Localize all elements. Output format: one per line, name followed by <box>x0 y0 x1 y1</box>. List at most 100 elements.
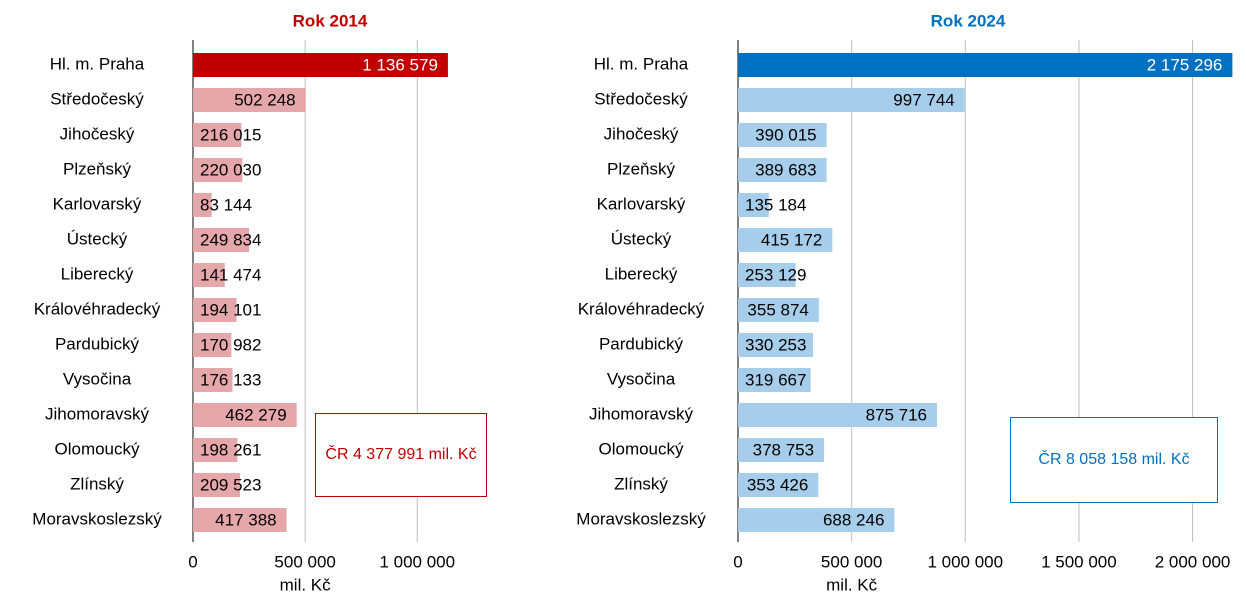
category-label: Hl. m. Praha <box>594 54 689 73</box>
bar <box>193 228 250 252</box>
value-label: 194 101 <box>200 300 261 319</box>
value-label: 319 667 <box>745 370 806 389</box>
category-label: Moravskoslezský <box>576 509 706 528</box>
value-label: 2 175 296 <box>1147 55 1223 74</box>
category-label: Plzeňský <box>607 159 676 178</box>
category-label: Jihočeský <box>60 124 135 143</box>
x-axis-label: mil. Kč <box>826 575 878 594</box>
bar <box>193 298 237 322</box>
bar <box>738 298 819 322</box>
category-label: Ústecký <box>611 229 672 248</box>
category-label: Jihomoravský <box>589 404 693 423</box>
value-label: 135 184 <box>745 195 806 214</box>
category-label: Středočeský <box>50 89 144 108</box>
value-label: 330 253 <box>745 335 806 354</box>
x-tick-label: 0 <box>188 552 197 571</box>
value-label: 253 129 <box>745 265 806 284</box>
category-label: Středočeský <box>594 89 688 108</box>
bar <box>738 193 769 217</box>
category-label: Karlovarský <box>53 194 142 213</box>
category-label: Hl. m. Praha <box>50 54 145 73</box>
chart-title: Rok 2014 <box>293 11 368 30</box>
bar <box>738 123 827 147</box>
value-label: 390 015 <box>755 125 816 144</box>
value-label: 220 030 <box>200 160 261 179</box>
bar <box>738 333 814 357</box>
value-label: 170 982 <box>200 335 261 354</box>
value-label: 417 388 <box>215 510 276 529</box>
value-label: 502 248 <box>234 90 295 109</box>
x-tick-label: 1 500 000 <box>1041 552 1117 571</box>
bar <box>193 53 448 77</box>
value-label: 198 261 <box>200 440 261 459</box>
x-tick-label: 1 000 000 <box>379 552 455 571</box>
category-label: Liberecký <box>61 264 134 283</box>
bar <box>193 438 238 462</box>
category-label: Jihočeský <box>604 124 679 143</box>
bar <box>738 88 965 112</box>
bar <box>193 508 287 532</box>
value-label: 353 426 <box>747 475 808 494</box>
category-label: Karlovarský <box>597 194 686 213</box>
value-label: 355 874 <box>747 300 808 319</box>
category-label: Olomoucký <box>598 439 684 458</box>
bar <box>738 508 895 532</box>
bar <box>738 53 1233 77</box>
x-tick-label: 1 000 000 <box>927 552 1003 571</box>
bar <box>738 438 825 462</box>
bar <box>738 403 938 427</box>
value-label: 83 144 <box>200 195 252 214</box>
bar <box>193 193 212 217</box>
annotation: ČR 8 058 158 mil. Kč <box>1010 417 1218 503</box>
bar <box>193 403 297 427</box>
category-label: Olomoucký <box>54 439 140 458</box>
category-label: Zlínský <box>614 474 668 493</box>
bar <box>738 263 796 287</box>
bar <box>193 123 242 147</box>
value-label: 176 133 <box>200 370 261 389</box>
category-label: Zlínský <box>70 474 124 493</box>
x-tick-label: 0 <box>733 552 742 571</box>
category-label: Vysočina <box>63 369 132 388</box>
bar <box>193 473 240 497</box>
bar <box>738 228 833 252</box>
annotation: ČR 4 377 991 mil. Kč <box>315 413 487 497</box>
category-label: Ústecký <box>67 229 128 248</box>
value-label: 997 744 <box>893 90 954 109</box>
value-label: 688 246 <box>823 510 884 529</box>
x-axis-label: mil. Kč <box>280 575 332 594</box>
value-label: 141 474 <box>200 265 261 284</box>
bar <box>193 368 233 392</box>
bar <box>193 333 232 357</box>
category-label: Liberecký <box>605 264 678 283</box>
category-label: Jihomoravský <box>45 404 149 423</box>
category-label: Plzeňský <box>63 159 132 178</box>
value-label: 415 172 <box>761 230 822 249</box>
value-label: 389 683 <box>755 160 816 179</box>
bar <box>193 88 306 112</box>
value-label: 875 716 <box>866 405 927 424</box>
value-label: 462 279 <box>225 405 286 424</box>
bar <box>738 368 811 392</box>
bar <box>193 158 243 182</box>
category-label: Vysočina <box>607 369 676 388</box>
x-tick-label: 500 000 <box>274 552 335 571</box>
value-label: 378 753 <box>753 440 814 459</box>
category-label: Královéhradecký <box>578 299 705 318</box>
bar <box>193 263 225 287</box>
value-label: 1 136 579 <box>362 55 438 74</box>
bar <box>738 158 827 182</box>
category-label: Pardubický <box>599 334 684 353</box>
category-label: Moravskoslezský <box>32 509 162 528</box>
value-label: 209 523 <box>200 475 261 494</box>
x-tick-label: 500 000 <box>821 552 882 571</box>
category-label: Královéhradecký <box>34 299 161 318</box>
chart-title: Rok 2024 <box>931 11 1006 30</box>
category-label: Pardubický <box>55 334 140 353</box>
x-tick-label: 2 000 000 <box>1155 552 1231 571</box>
value-label: 216 015 <box>200 125 261 144</box>
bar <box>738 473 819 497</box>
value-label: 249 834 <box>200 230 261 249</box>
